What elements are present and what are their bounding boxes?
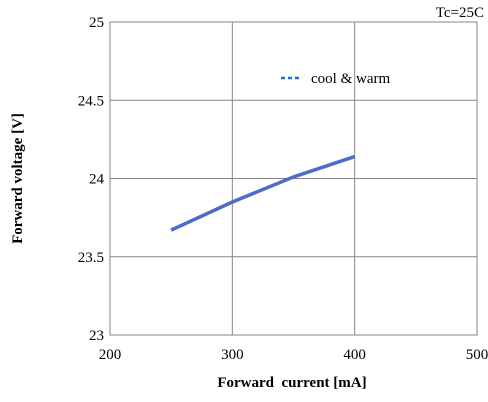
x-tick-label: 200 [99, 347, 122, 363]
y-axis-title: Forward voltage [V] [10, 113, 26, 244]
condition-annotation: Tc=25C [436, 5, 484, 21]
x-tick-label: 300 [221, 347, 244, 363]
y-tick-label: 24 [89, 172, 105, 188]
y-tick-label: 25 [89, 15, 104, 31]
x-tick-label: 400 [343, 347, 366, 363]
x-axis-title: Forward current [mA] [217, 375, 366, 391]
y-tick-label: 23.5 [78, 250, 104, 266]
y-tick-label: 23 [89, 328, 104, 344]
x-tick-label: 500 [466, 347, 488, 363]
legend-label-cool-warm: cool & warm [311, 71, 390, 87]
y-tick-label: 24.5 [78, 93, 104, 109]
